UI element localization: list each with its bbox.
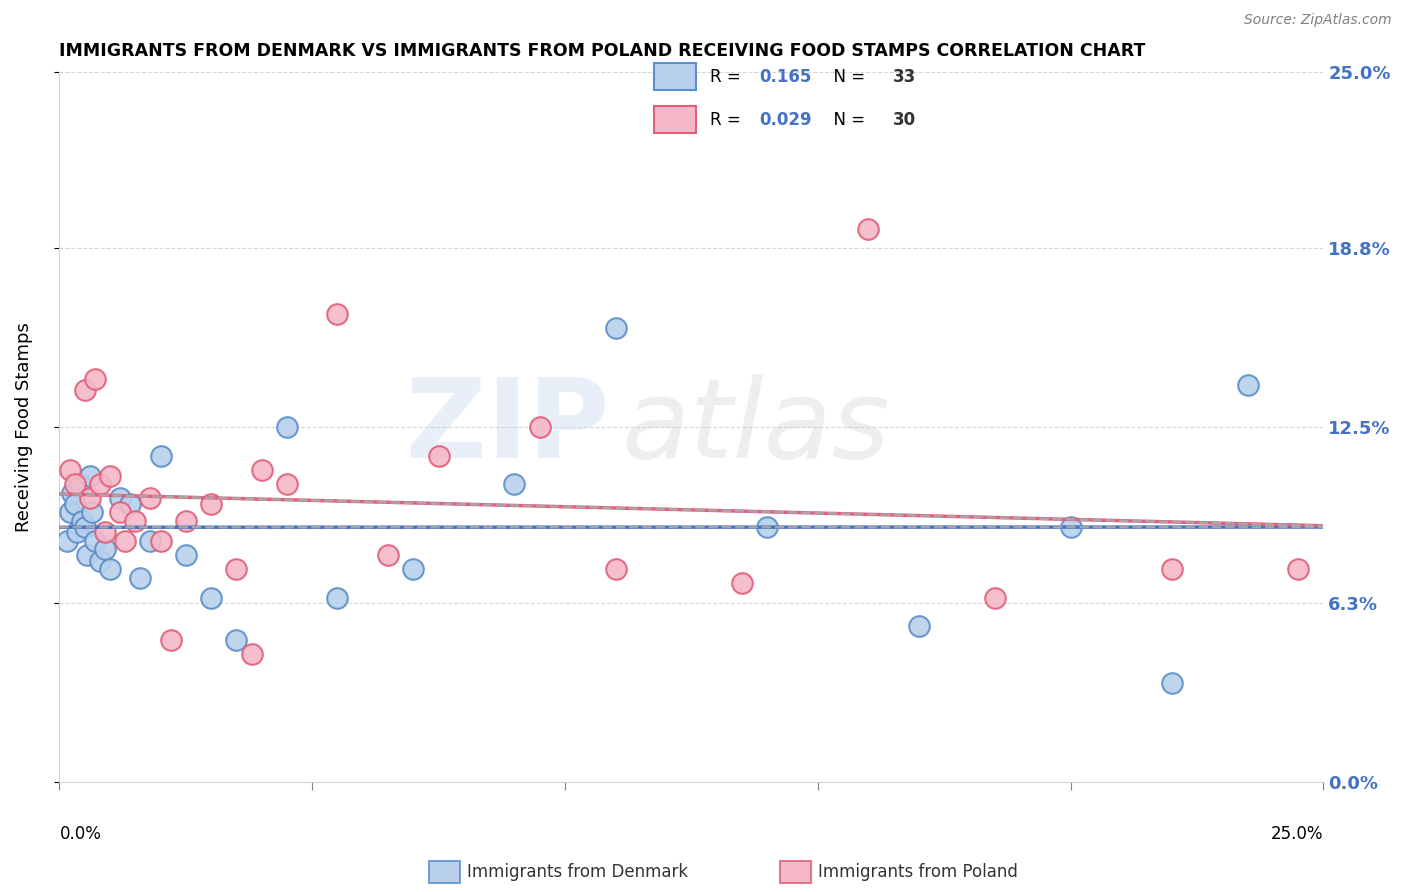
- Text: N =: N =: [823, 111, 870, 128]
- Point: [94, 525, 117, 540]
- Point: [503, 477, 526, 491]
- Point: [159, 633, 181, 648]
- Point: [225, 562, 247, 576]
- Point: [200, 591, 222, 605]
- Text: ZIP: ZIP: [406, 374, 609, 481]
- Point: [89, 477, 111, 491]
- Point: [60, 485, 83, 500]
- Point: [225, 633, 247, 648]
- Point: [83, 533, 105, 548]
- Point: [276, 477, 298, 491]
- FancyBboxPatch shape: [654, 63, 696, 90]
- FancyBboxPatch shape: [654, 106, 696, 133]
- Point: [98, 468, 121, 483]
- Point: [114, 533, 136, 548]
- Point: [66, 525, 89, 540]
- Point: [427, 449, 450, 463]
- Point: [1059, 519, 1081, 533]
- Point: [1160, 675, 1182, 690]
- Point: [76, 548, 98, 562]
- Point: [908, 619, 931, 633]
- Point: [83, 372, 105, 386]
- Point: [120, 497, 142, 511]
- Y-axis label: Receiving Food Stamps: Receiving Food Stamps: [15, 322, 32, 533]
- Point: [250, 463, 273, 477]
- Point: [276, 420, 298, 434]
- Point: [149, 449, 172, 463]
- Point: [326, 307, 349, 321]
- Point: [139, 533, 162, 548]
- Point: [984, 591, 1007, 605]
- Point: [200, 497, 222, 511]
- Point: [529, 420, 551, 434]
- Text: 30: 30: [893, 111, 915, 128]
- Point: [174, 514, 197, 528]
- Point: [56, 533, 79, 548]
- Point: [108, 491, 131, 506]
- Point: [402, 562, 425, 576]
- Text: R =: R =: [710, 68, 747, 86]
- Text: atlas: atlas: [621, 374, 890, 481]
- Point: [124, 514, 146, 528]
- Text: Immigrants from Poland: Immigrants from Poland: [818, 863, 1018, 881]
- Point: [73, 384, 96, 398]
- Point: [139, 491, 162, 506]
- Point: [63, 497, 86, 511]
- Point: [98, 562, 121, 576]
- Point: [174, 548, 197, 562]
- Text: 0.165: 0.165: [759, 68, 811, 86]
- Point: [605, 562, 627, 576]
- Point: [858, 221, 880, 235]
- Point: [69, 477, 91, 491]
- Point: [89, 554, 111, 568]
- Point: [94, 542, 117, 557]
- Point: [149, 533, 172, 548]
- Text: Source: ZipAtlas.com: Source: ZipAtlas.com: [1244, 13, 1392, 28]
- Point: [605, 321, 627, 335]
- Point: [129, 571, 152, 585]
- Point: [82, 505, 104, 519]
- Point: [73, 519, 96, 533]
- Text: Immigrants from Denmark: Immigrants from Denmark: [467, 863, 688, 881]
- Point: [1160, 562, 1182, 576]
- Point: [63, 477, 86, 491]
- Point: [1236, 377, 1258, 392]
- Point: [58, 505, 80, 519]
- Text: 25.0%: 25.0%: [1271, 825, 1323, 843]
- Point: [79, 468, 101, 483]
- Text: N =: N =: [823, 68, 870, 86]
- Point: [70, 514, 93, 528]
- Point: [326, 591, 349, 605]
- Point: [79, 491, 101, 506]
- Point: [756, 519, 779, 533]
- Text: IMMIGRANTS FROM DENMARK VS IMMIGRANTS FROM POLAND RECEIVING FOOD STAMPS CORRELAT: IMMIGRANTS FROM DENMARK VS IMMIGRANTS FR…: [59, 42, 1146, 60]
- Text: 33: 33: [893, 68, 917, 86]
- Point: [58, 463, 80, 477]
- Text: R =: R =: [710, 111, 747, 128]
- Point: [731, 576, 754, 591]
- Point: [377, 548, 399, 562]
- Text: 0.029: 0.029: [759, 111, 811, 128]
- Point: [240, 648, 263, 662]
- Text: 0.0%: 0.0%: [59, 825, 101, 843]
- Point: [1286, 562, 1309, 576]
- Point: [108, 505, 131, 519]
